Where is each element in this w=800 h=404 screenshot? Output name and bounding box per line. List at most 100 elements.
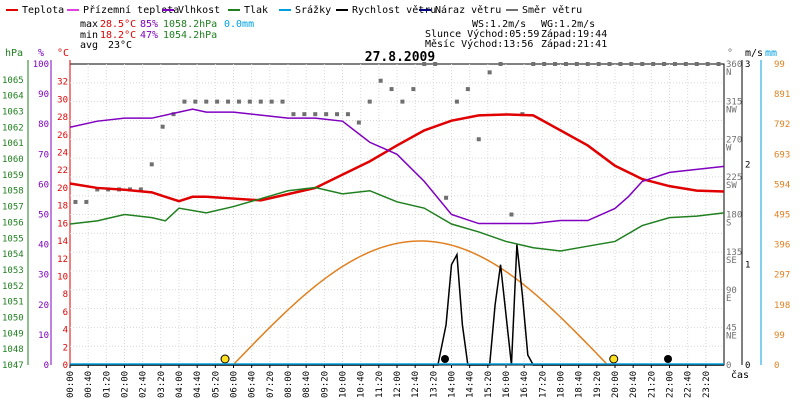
wind-direction-point xyxy=(672,62,677,66)
direction-tick-label: S xyxy=(726,219,731,229)
pressure-tick-label: 1055 xyxy=(2,234,24,244)
unit-mm: mm xyxy=(765,48,777,59)
direction-tick-label: 90 xyxy=(726,286,737,296)
stat-max-rain: 0.0mm xyxy=(224,19,254,30)
series-line-pressure xyxy=(69,186,725,252)
x-tick-label: 04:40 xyxy=(193,371,203,398)
wind-direction-point xyxy=(618,62,623,66)
x-tick-label: 13:20 xyxy=(429,371,439,398)
temperature-tick-label: 30 xyxy=(57,95,68,105)
wind-direction-point xyxy=(422,62,427,66)
moon-rise: Měsíc Východ:13:56 xyxy=(425,38,533,50)
temperature-tick-label: 24 xyxy=(57,149,68,159)
grid xyxy=(70,64,724,365)
unit-hpa: hPa xyxy=(5,48,23,59)
humidity-tick-label: 30 xyxy=(38,271,49,281)
wind-direction-point xyxy=(302,112,307,117)
x-tick-label: 00:40 xyxy=(84,371,94,398)
stat-min-temp: 18.2°C xyxy=(100,30,136,41)
wind-direction-point xyxy=(138,187,143,192)
legend-label-0: Teplota xyxy=(22,5,64,16)
sunrise-marker xyxy=(220,354,230,364)
rain-tick-label: 0 xyxy=(774,361,779,371)
x-tick-label: 14:40 xyxy=(466,371,476,398)
humidity-tick-label: 90 xyxy=(38,90,49,100)
sun-curve xyxy=(232,240,607,366)
moonset-marker xyxy=(664,355,672,363)
x-tick-label: 21:20 xyxy=(647,371,657,398)
x-tick-label: 12:00 xyxy=(393,371,403,398)
stat-min-label: min xyxy=(80,30,98,41)
temperature-tick-label: 22 xyxy=(57,166,68,176)
direction-tick-label: 315 xyxy=(726,98,742,108)
x-tick-label: 23:20 xyxy=(702,371,712,398)
wind-direction-point xyxy=(585,62,590,66)
pressure-tick-label: 1047 xyxy=(2,361,24,371)
wind-tick-label: 0 xyxy=(745,361,750,371)
wind-direction-point xyxy=(335,112,340,117)
wind-direction-point xyxy=(73,199,78,204)
pressure-tick-label: 1065 xyxy=(2,76,24,86)
x-tick-label: 17:20 xyxy=(538,371,548,398)
wind-direction-point xyxy=(149,162,154,167)
wind-direction-point xyxy=(291,112,296,117)
stat-max-press: 1058.2hPa xyxy=(163,19,217,30)
direction-tick-label: 45 xyxy=(726,323,737,333)
direction-tick-label: 0 xyxy=(726,361,731,371)
rain-tick-label: 792 xyxy=(774,120,790,130)
wind-direction-point xyxy=(563,62,568,66)
x-tick-label: 18:00 xyxy=(557,371,567,398)
rain-tick-label: 891 xyxy=(774,90,790,100)
pressure-tick-label: 1054 xyxy=(2,250,24,260)
wind-tick-label: 1 xyxy=(745,261,750,271)
x-tick-label: 05:20 xyxy=(211,371,221,398)
rain-tick-label: 495 xyxy=(774,211,790,221)
wind-direction-point xyxy=(629,62,634,66)
x-tick-label: 18:40 xyxy=(575,371,585,398)
wind-direction-point xyxy=(356,120,361,125)
direction-tick-label: W xyxy=(726,143,732,153)
x-tick-label: 15:20 xyxy=(484,371,494,398)
wind-direction-point xyxy=(378,78,383,83)
humidity-tick-label: 0 xyxy=(44,361,49,371)
direction-tick-label: SE xyxy=(726,256,737,266)
wind-direction-point xyxy=(193,99,198,104)
pressure-tick-label: 1061 xyxy=(2,139,24,149)
wind-direction-point xyxy=(596,62,601,66)
x-tick-label: 00:00 xyxy=(66,371,76,398)
stat-min-press: 1054.2hPa xyxy=(163,30,217,41)
legend-label-5: Rychlost větru xyxy=(352,4,436,16)
direction-tick-label: E xyxy=(726,294,731,304)
wind-direction-point xyxy=(465,87,470,92)
wind-direction-point xyxy=(280,99,285,104)
wind-direction-point xyxy=(400,99,405,104)
wind-direction-point xyxy=(444,195,449,200)
x-tick-label: 20:00 xyxy=(611,371,621,398)
x-tick-label: 08:00 xyxy=(284,371,294,398)
temperature-tick-label: 12 xyxy=(57,255,68,265)
x-tick-label: 22:40 xyxy=(684,371,694,398)
legend-label-3: Tlak xyxy=(244,5,268,16)
stat-max-temp: 28.5°C xyxy=(100,19,136,30)
pressure-tick-label: 1056 xyxy=(2,218,24,228)
direction-tick-label: SW xyxy=(726,181,737,191)
wind-wg: WG:1.2m/s xyxy=(541,19,595,30)
wind-direction-point xyxy=(171,112,176,117)
wind-direction-point xyxy=(542,62,547,66)
x-tick-label: 10:00 xyxy=(339,371,349,398)
direction-tick-label: 180 xyxy=(726,211,742,221)
humidity-tick-label: 100 xyxy=(33,60,49,70)
wind-direction-point xyxy=(662,62,667,66)
temperature-tick-label: 32 xyxy=(57,78,68,88)
wind-direction-point xyxy=(716,62,721,66)
x-tick-label: 01:20 xyxy=(102,371,112,398)
temperature-tick-label: 4 xyxy=(63,326,68,336)
plot-area xyxy=(69,62,725,366)
humidity-tick-label: 40 xyxy=(38,241,49,251)
pressure-tick-label: 1062 xyxy=(2,123,24,133)
unit-deg: ° xyxy=(727,48,733,59)
x-tick-label: 08:40 xyxy=(302,371,312,398)
wind-direction-point xyxy=(651,62,656,66)
